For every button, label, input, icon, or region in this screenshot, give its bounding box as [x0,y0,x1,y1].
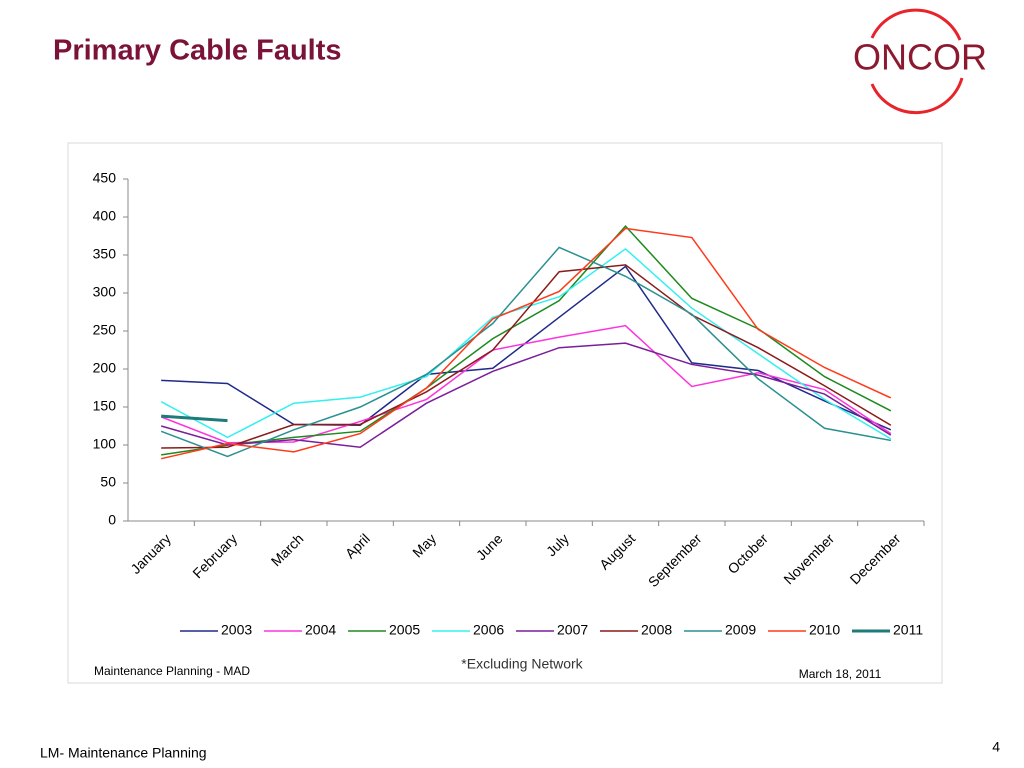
series-line [161,225,892,456]
logo-arc [870,8,962,41]
series-line [160,324,892,444]
legend-label: 2011 [893,622,923,638]
chart-frame [67,142,943,684]
series-line [160,342,892,449]
y-tick-label: 0 [108,512,116,528]
series-line [160,227,892,460]
legend-label: 2008 [641,622,672,638]
y-tick-label: 250 [93,322,117,338]
series-line [160,246,891,458]
y-tick-label: 350 [93,246,117,262]
logo-arc [870,77,964,115]
legend-label: 2010 [809,622,840,638]
logo-text: ONCOR [853,37,987,78]
slide-title: Primary Cable Faults [53,35,342,67]
legend-label: 2007 [557,622,588,638]
annotation: *Excluding Network [461,656,583,672]
logo: ONCOR [853,8,987,115]
series-line [160,247,892,440]
y-tick-label: 400 [93,208,117,224]
legend-label: 2005 [389,622,420,638]
y-tick-label: 50 [100,474,116,490]
legend-label: 2003 [221,622,252,638]
y-tick-label: 300 [93,284,117,300]
footer: LM- Maintenance Planning [40,745,207,761]
y-tick-label: 450 [93,170,117,186]
y-tick-label: 200 [93,360,117,376]
legend-label: 2006 [473,622,504,638]
legend-label: 2009 [725,622,756,638]
annotation: Maintenance Planning - MAD [94,664,250,678]
series-line [161,414,228,423]
y-tick-label: 150 [93,398,117,414]
y-tick-label: 100 [93,436,117,452]
legend-label: 2004 [305,622,336,638]
annotation: March 18, 2011 [799,667,882,681]
page-number: 4 [992,739,1000,755]
series-line [161,264,892,449]
